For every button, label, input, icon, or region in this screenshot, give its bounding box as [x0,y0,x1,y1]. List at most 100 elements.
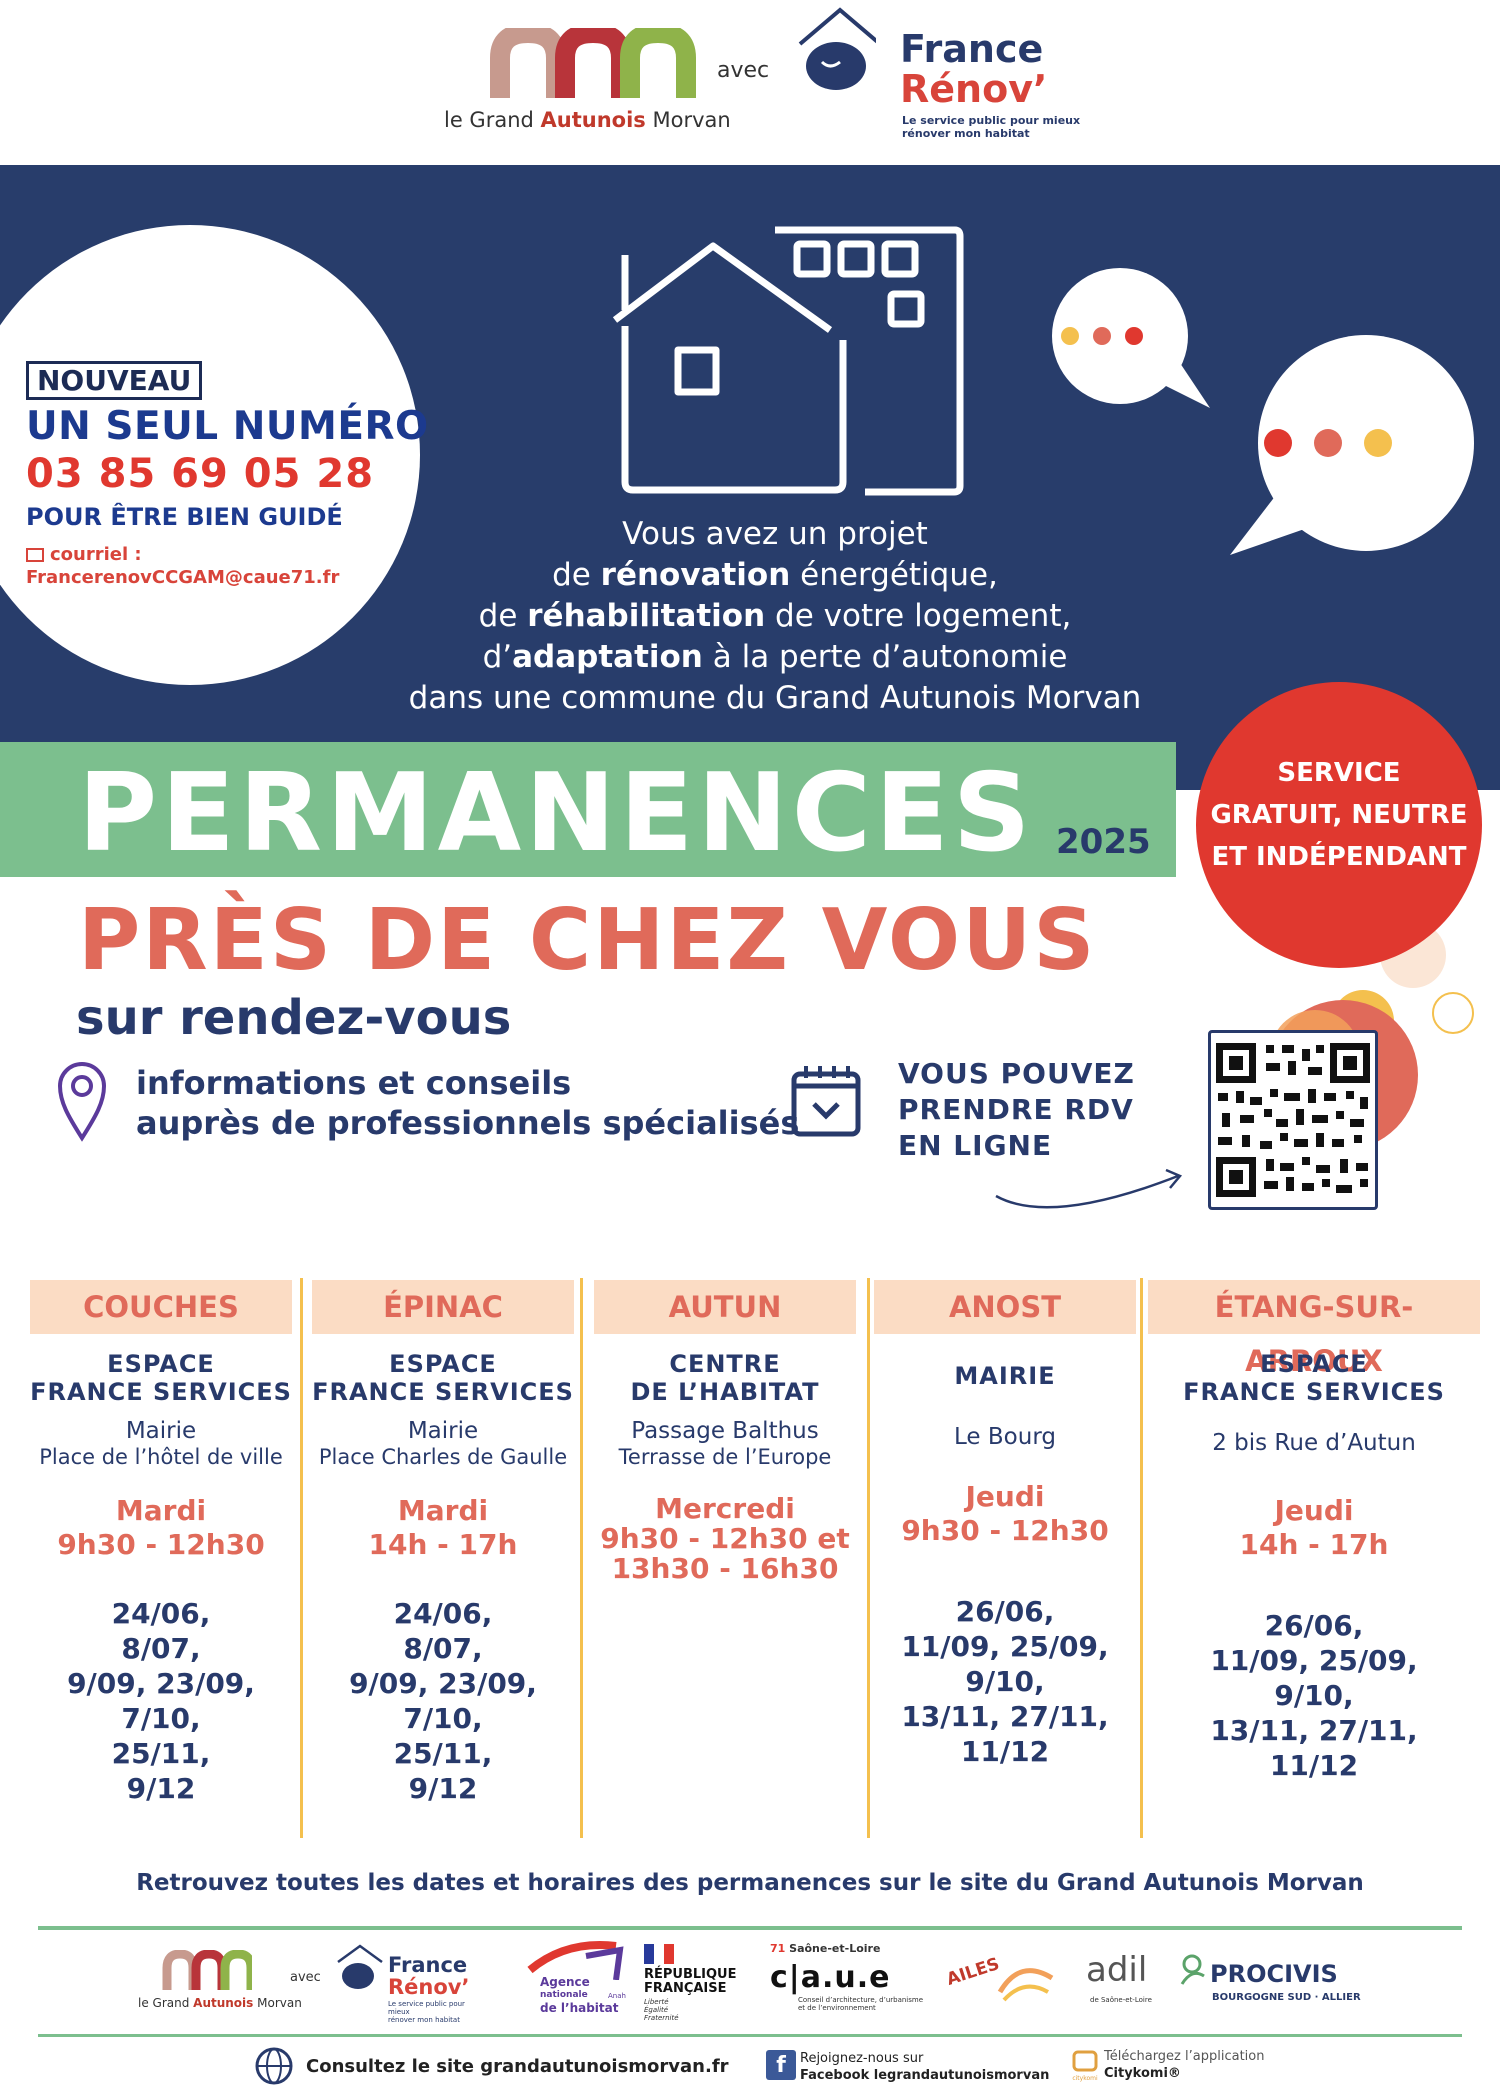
contact-block: NOUVEAU UN SEUL NUMÉRO 03 85 69 05 28 PO… [26,361,429,589]
intro-line-1: Vous avez un projet [622,516,928,552]
header-avec: avec [717,58,770,83]
partner-caue: 71 Saône-et-Loire c|a.u.e Conseil d’arch… [764,1942,923,2022]
partner-gam-logo: le Grand Autunois Morvan [138,1950,302,2020]
column-place: ESPACE FRANCE SERVICES [1183,1350,1445,1406]
nouveau-badge: NOUVEAU [26,361,203,400]
intro-line-5: dans une commune du Grand Autunois Morva… [408,680,1142,716]
calendar-icon [791,1066,861,1137]
marianne-flag-icon [644,1944,674,1964]
partner-republique: RÉPUBLIQUE FRANÇAISE Liberté Égalité Frater… [640,1944,740,2024]
caue-dept: 71 Saône-et-Loire [770,1942,881,1955]
france-renov-house-icon [798,7,876,90]
partner-adil: adil de Saône-et-Loire [1086,1950,1166,2020]
permanences-band [0,742,1176,877]
column-address: Passage Balthus Terrasse de l’Europe [618,1418,832,1469]
email-link[interactable]: FrancerenovCCGAM@caue71.fr [26,567,340,588]
column-anost: ANOST MAIRIE Le Bourg Jeudi 9h30 - 12h30 … [874,1280,1136,1769]
online-rdv-text: VOUS POUVEZ PRENDRE RDV EN LIGNE [898,1057,1135,1162]
column-address: Le Bourg [954,1424,1056,1450]
contact-headline: UN SEUL NUMÉRO [26,404,429,449]
permanences-title: PERMANENCES [78,751,1035,876]
citykomi-icon: citykomi [1070,2050,1100,2082]
service-text: SERVICE GRATUIT, NEUTRE ET INDÉPENDANT [1210,758,1468,872]
intro-line-3: de réhabilitation de votre logement, [478,598,1072,634]
gam-logo-text: le Grand Autunois Morvan [444,108,731,132]
column-separator [300,1278,303,1838]
site-link[interactable]: Consultez le site grandautunoismorvan.fr [306,2056,729,2077]
ailes-logo-icon [997,1968,1054,2002]
france-renov-tagline: Le service public pour mieux rénover mon … [902,114,1081,141]
republique-text: RÉPUBLIQUE FRANÇAISE [644,1967,737,1996]
footer-divider-bottom [38,2034,1462,2037]
partner-ailes: AILES [940,1948,1060,2018]
speech-bubble-small-icon [1052,268,1210,408]
gam-logo: le Grand Autunois Morvan [440,28,731,138]
partner-avec: avec [290,1970,321,1985]
anah-acronym: Anah [608,1992,626,2000]
service-circle [1196,682,1482,968]
citykomi-link[interactable]: Téléchargez l’application Citykomi® [1104,2049,1265,2081]
qr-code[interactable] [1208,1030,1378,1210]
intro-line-2: de rénovation énergétique, [552,557,998,593]
column-dates: 24/06, 8/07, 9/09, 23/09, 7/10, 25/11, 9/12 [349,1597,537,1805]
column-couches: COUCHES ESPACE FRANCE SERVICES Mairie Plac… [30,1280,292,1806]
deco-circle-outline [1432,992,1474,1034]
column-autun: AUTUN CENTRE DE L’HABITAT Passage Balthus… [594,1280,856,1584]
column-etang: ÉTANG-SUR-ARROUX ESPACE FRANCE SERVICES 2… [1148,1280,1480,1783]
france-renov-renov: Rénov’ [900,67,1048,111]
intro-line-4: d’adaptation à la perte d’autonomie [482,639,1068,675]
column-schedule: Mardi 9h30 - 12h30 [57,1494,265,1561]
citykomi-small-text: citykomi [1072,2075,1098,2082]
france-renov-small-france: France [388,1953,468,1977]
procivis-leaf-icon [1180,1954,1205,1985]
column-separator [867,1278,870,1838]
column-head: ÉTANG-SUR-ARROUX [1148,1280,1480,1378]
caue-sub: Conseil d’architecture, d’urbanisme et de… [798,1996,924,2012]
column-address: Mairie Place Charles de Gaulle [318,1418,568,1469]
qr-code-icon [1216,1043,1370,1197]
column-dates: 24/06, 8/07, 9/09, 23/09, 7/10, 25/11, 9/12 [67,1597,255,1805]
gam-small-text: le Grand Autunois Morvan [138,1996,302,2010]
location-pin-icon [57,1062,107,1142]
column-schedule: Mardi 14h - 17h [368,1494,518,1561]
phone-number[interactable]: 03 85 69 05 28 [26,451,375,497]
partner-procivis: PROCIVIS BOURGOGNE SUD · ALLIER [1176,1952,1361,2022]
adil-text: adil [1086,1950,1148,1990]
pres-de-chez-vous: PRÈS DE CHEZ VOUS [78,891,1097,990]
column-place: CENTRE DE L’HABITAT [630,1350,820,1406]
speech-bubble-large-icon [1230,335,1474,555]
column-schedule: Jeudi 14h - 17h [1239,1494,1389,1561]
citykomi-logo-icon [1072,2050,1098,2072]
facebook-icon: f [766,2050,796,2080]
france-renov-logo: France Rénov’ Le service public pour mie… [796,4,1096,144]
facebook-link[interactable]: Rejoignez-nous sur Facebook legrandautun… [800,2051,1050,2083]
column-dates: 26/06, 11/09, 25/09, 9/10, 13/11, 27/11, 11/… [901,1595,1109,1768]
france-renov-small-renov: Rénov’ [388,1975,470,1999]
contact-guide: POUR ÊTRE BIEN GUIDÉ [26,503,343,531]
house-building-icon [612,226,964,496]
column-head: AUTUN [594,1280,856,1334]
mail-icon [26,548,44,562]
anah-text: Agence nationale de l’habitat [540,1975,619,2015]
france-renov-small-tagline: Le service public pour mieux rénover mon … [388,2000,465,2024]
procivis-text: PROCIVIS [1210,1960,1338,1988]
procivis-sub: BOURGOGNE SUD · ALLIER [1212,1992,1361,2003]
column-separator [580,1278,583,1838]
column-address: 2 bis Rue d’Autun [1212,1430,1416,1456]
france-renov-france: France [900,27,1044,71]
intro-text: Vous avez un projet de rénovation énergé… [330,514,1220,719]
footer-divider-top [38,1926,1462,1930]
caue-text: c|a.u.e [770,1960,891,1995]
partner-france-renov: France Rénov’ Le service public pour mie… [336,1940,486,2024]
column-dates: 26/06, 11/09, 25/09, 9/10, 13/11, 27/11, 11/… [1210,1609,1418,1782]
footer-notice: Retrouvez toutes les dates et horaires d… [136,1870,1364,1896]
info-text: informations et conseils auprès de profe… [136,1064,800,1142]
contact-circle [0,225,420,685]
column-epinac: ÉPINAC ESPACE FRANCE SERVICES Mairie Place… [312,1280,574,1806]
arrow-to-qr-icon [995,1168,1183,1209]
column-head: ÉPINAC [312,1280,574,1334]
column-place: ESPACE FRANCE SERVICES [312,1350,574,1406]
column-address: Mairie Place de l’hôtel de ville [39,1418,283,1469]
sur-rendez-vous: sur rendez-vous [76,990,512,1046]
anah-swoosh-icon [527,1941,624,1980]
